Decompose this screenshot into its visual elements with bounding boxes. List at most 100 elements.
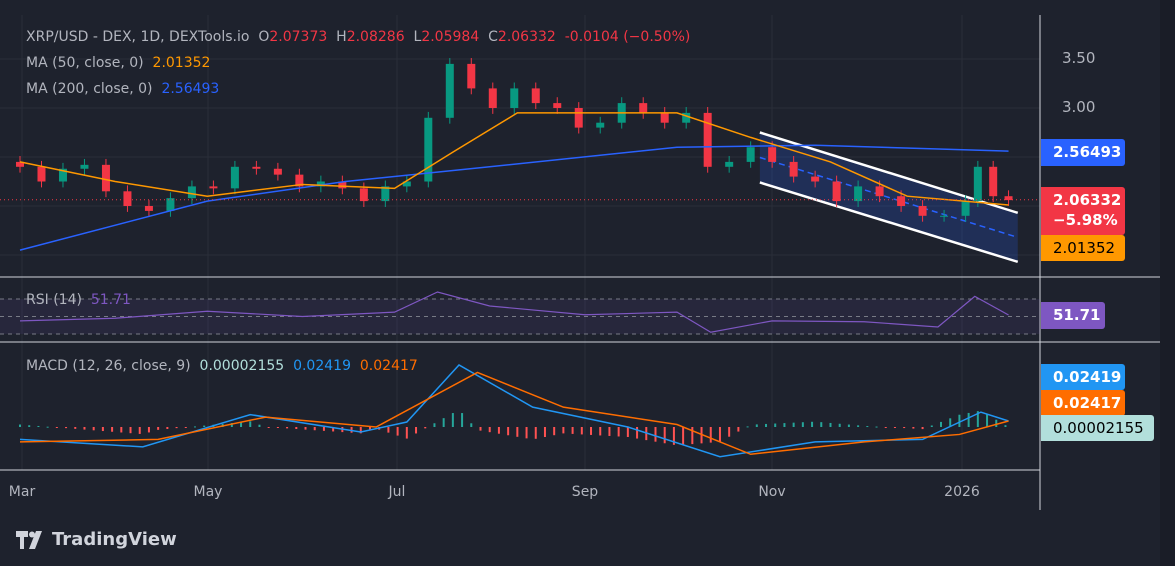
candle: [445, 63, 454, 118]
macd-histogram-bar: [55, 427, 58, 428]
candle: [875, 186, 884, 197]
rsi-legend[interactable]: RSI (14) 51.71: [26, 292, 131, 308]
ma200-tag: 2.56493: [1041, 139, 1125, 166]
ma200-value: 2.56493: [161, 81, 220, 97]
macd-histogram-bar: [368, 427, 371, 431]
ma50-tag: 2.01352: [1041, 235, 1125, 261]
high-label: H: [336, 29, 347, 45]
macd-histogram-bar: [129, 427, 132, 434]
macd-histogram-bar: [451, 413, 454, 427]
candle: [553, 103, 562, 108]
candle: [660, 112, 669, 123]
ma200-legend[interactable]: MA (200, close, 0) 2.56493: [26, 81, 219, 97]
candle: [58, 168, 67, 182]
candle: [510, 88, 519, 108]
channel-mid-line: [759, 156, 1018, 239]
macd-histogram-bar: [267, 427, 270, 428]
macd-histogram-bar: [543, 427, 546, 437]
macd-histogram-bar: [46, 426, 49, 428]
macd-histogram-bar: [415, 427, 418, 434]
time-tick: Jul: [388, 484, 406, 500]
macd-histogram-bar: [322, 427, 325, 431]
macd-histogram-bar: [507, 427, 510, 436]
macd-histogram-bar: [405, 427, 408, 439]
macd-histogram-bar: [866, 426, 869, 428]
macd-histogram-bar: [654, 427, 657, 442]
macd-histogram-bar: [995, 419, 998, 427]
tradingview-logo[interactable]: TradingView: [16, 529, 177, 550]
ma50-legend[interactable]: MA (50, close, 0) 2.01352: [26, 55, 210, 71]
macd-histogram-bar: [230, 423, 233, 427]
macd-histogram-bar: [19, 424, 21, 427]
high-value: 2.08286: [346, 29, 405, 45]
candle: [682, 112, 691, 123]
price-tick: 3.50: [1062, 49, 1096, 67]
macd-legend[interactable]: MACD (12, 26, close, 9) 0.00002155 0.024…: [26, 358, 418, 374]
ma50-value: 2.01352: [152, 55, 211, 71]
macd-histogram-bar: [525, 427, 528, 439]
macd-histogram-bar: [433, 423, 436, 427]
candle: [854, 186, 863, 202]
macd-histogram-bar: [562, 427, 565, 434]
macd-histogram-bar: [203, 425, 206, 427]
candle: [574, 108, 583, 128]
symbol-title: XRP/USD - DEX, 1D, DEXTools.io: [26, 29, 250, 45]
macd-histogram-bar: [857, 425, 860, 427]
change-value: -0.0104 (−0.50%): [564, 29, 691, 45]
candle: [123, 191, 132, 206]
macd-histogram-bar: [184, 427, 187, 428]
candle: [144, 206, 153, 211]
macd-histogram-bar: [92, 427, 95, 431]
open-label: O: [258, 29, 270, 45]
time-tick: Mar: [8, 484, 36, 500]
macd-histogram-bar: [295, 427, 298, 429]
macd-histogram-bar: [967, 412, 970, 427]
time-tick: Sep: [571, 484, 599, 500]
macd-histogram-bar: [801, 422, 804, 427]
candle: [37, 166, 46, 182]
candle: [402, 181, 411, 187]
macd-histogram-bar: [276, 427, 279, 428]
macd-histogram-bar: [442, 418, 445, 427]
candle: [973, 166, 982, 202]
signal-line: [19, 371, 1009, 456]
candle: [531, 88, 540, 104]
candle: [101, 164, 110, 192]
candle: [80, 164, 89, 169]
macd-histogram-bar: [672, 427, 675, 445]
rsi-value: 51.71: [90, 292, 131, 308]
rsi-tag: 51.71: [1041, 302, 1105, 329]
candle: [273, 168, 282, 175]
macd-histogram-bar: [783, 423, 786, 427]
macd-histogram-bar: [875, 426, 878, 428]
macd-histogram-bar: [240, 422, 243, 427]
macd-tag: 0.02419: [1041, 364, 1125, 390]
macd-histogram-bar: [958, 414, 961, 427]
macd-histogram-bar: [976, 411, 979, 427]
macd-histogram-bar: [470, 423, 473, 427]
macd-histogram-bar: [424, 427, 427, 429]
candle: [424, 117, 433, 182]
candle: [467, 63, 476, 89]
macd-histogram-bar: [553, 427, 556, 436]
ma200-label: MA (200, close, 0): [26, 81, 153, 97]
macd-histogram-bar: [157, 427, 160, 430]
macd-histogram-bar: [304, 427, 307, 430]
macd-histogram-bar: [590, 427, 593, 435]
macd-histogram-bar: [332, 427, 335, 432]
macd-histogram-bar: [636, 427, 639, 439]
open-value: 2.07373: [269, 29, 328, 45]
macd-histogram-bar: [580, 427, 583, 435]
candle: [639, 103, 648, 113]
candle: [1004, 196, 1013, 201]
macd-histogram-bar: [65, 427, 68, 429]
macd-histogram-bar: [755, 424, 758, 427]
macd-histogram-bar: [258, 424, 261, 427]
macd-histogram-bar: [120, 427, 123, 433]
macd-histogram-bar: [765, 423, 768, 427]
macd-histogram-bar: [949, 418, 952, 427]
macd-histogram-bar: [718, 427, 721, 442]
symbol-legend: XRP/USD - DEX, 1D, DEXTools.io O2.07373 …: [26, 29, 690, 45]
macd-histogram-bar: [37, 425, 40, 427]
